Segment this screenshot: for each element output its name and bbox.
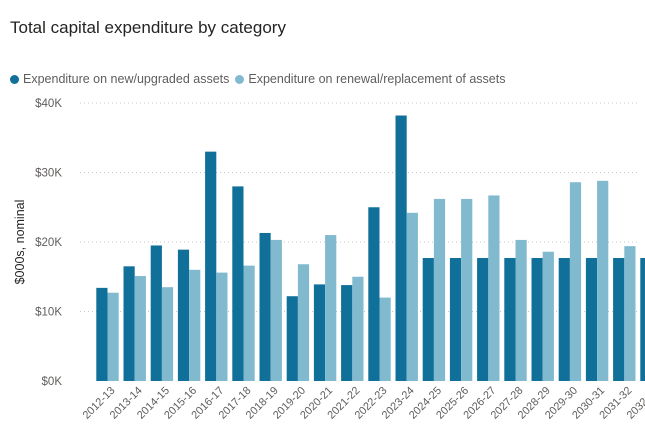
bar-renewal-replacement-2016-17 bbox=[216, 272, 228, 381]
bar-new-upgraded-2015-16 bbox=[177, 249, 190, 381]
bar-renewal-replacement-2026-27 bbox=[488, 195, 500, 381]
bar-new-upgraded-2021-22 bbox=[341, 285, 353, 381]
bar-new-upgraded-2022-23 bbox=[368, 207, 380, 381]
y-axis-label: $000s, nominal bbox=[13, 200, 27, 285]
bar-renewal-replacement-2025-26 bbox=[461, 198, 473, 381]
bar-new-upgraded-2030-31 bbox=[585, 257, 598, 381]
legend-label-renewal-replacement: Expenditure on renewal/replacement of as… bbox=[248, 72, 506, 86]
bar-renewal-replacement-2020-21 bbox=[325, 235, 337, 381]
bar-renewal-replacement-2023-24 bbox=[406, 212, 418, 381]
y-tick-label: $20K bbox=[35, 237, 62, 249]
chart-title: Total capital expenditure by category bbox=[10, 18, 286, 37]
bar-new-upgraded-2019-20 bbox=[286, 296, 298, 381]
bar-renewal-replacement-2013-14 bbox=[134, 276, 146, 381]
legend: Expenditure on new/upgraded assets Expen… bbox=[10, 72, 511, 86]
legend-marker-new-upgraded bbox=[10, 74, 19, 84]
bar-new-upgraded-2012-13 bbox=[96, 287, 108, 381]
bar-renewal-replacement-2017-18 bbox=[243, 265, 255, 381]
y-tick-label: $10K bbox=[35, 307, 62, 319]
legend-marker-renewal-replacement bbox=[235, 74, 245, 84]
y-tick-label: $30K bbox=[35, 168, 62, 180]
bar-new-upgraded-2023-24 bbox=[395, 115, 407, 381]
bar-renewal-replacement-2029-30 bbox=[569, 182, 582, 381]
bar-renewal-replacement-2019-20 bbox=[297, 264, 310, 381]
bar-new-upgraded-2028-29 bbox=[531, 257, 543, 381]
bar-new-upgraded-2020-21 bbox=[313, 284, 326, 381]
bar-renewal-replacement-2012-13 bbox=[107, 292, 119, 381]
bar-renewal-replacement-2022-23 bbox=[379, 297, 391, 381]
legend-item-new-upgraded[interactable]: Expenditure on new/upgraded assets bbox=[10, 72, 229, 86]
bar-renewal-replacement-2028-29 bbox=[542, 251, 554, 381]
bar-new-upgraded-2024-25 bbox=[422, 257, 434, 381]
bar-new-upgraded-2027-28 bbox=[504, 257, 516, 381]
bar-renewal-replacement-2030-31 bbox=[597, 180, 609, 381]
bar-new-upgraded-2017-18 bbox=[232, 186, 244, 381]
bar-new-upgraded-2016-17 bbox=[205, 151, 217, 381]
bar-new-upgraded-2013-14 bbox=[123, 266, 135, 381]
bar-renewal-replacement-2021-22 bbox=[352, 276, 364, 381]
bar-new-upgraded-2031-32 bbox=[613, 257, 625, 381]
y-tick-label: $40K bbox=[35, 98, 62, 110]
y-tick-label: $0K bbox=[42, 376, 63, 388]
bar-new-upgraded-2032-33 bbox=[640, 257, 645, 381]
bar-new-upgraded-2025-26 bbox=[449, 257, 462, 381]
legend-item-renewal-replacement[interactable]: Expenditure on renewal/replacement of as… bbox=[235, 72, 505, 86]
bar-renewal-replacement-2027-28 bbox=[515, 239, 527, 381]
bar-new-upgraded-2029-30 bbox=[558, 257, 570, 381]
bar-renewal-replacement-2024-25 bbox=[433, 198, 446, 381]
bar-new-upgraded-2018-19 bbox=[259, 232, 271, 381]
bar-renewal-replacement-2018-19 bbox=[270, 239, 282, 381]
bar-new-upgraded-2014-15 bbox=[150, 245, 162, 381]
bar-renewal-replacement-2014-15 bbox=[161, 287, 174, 381]
bar-renewal-replacement-2031-32 bbox=[624, 246, 636, 381]
legend-label-new-upgraded: Expenditure on new/upgraded assets bbox=[23, 72, 230, 86]
bar-renewal-replacement-2015-16 bbox=[189, 269, 201, 381]
bar-new-upgraded-2026-27 bbox=[477, 257, 489, 381]
